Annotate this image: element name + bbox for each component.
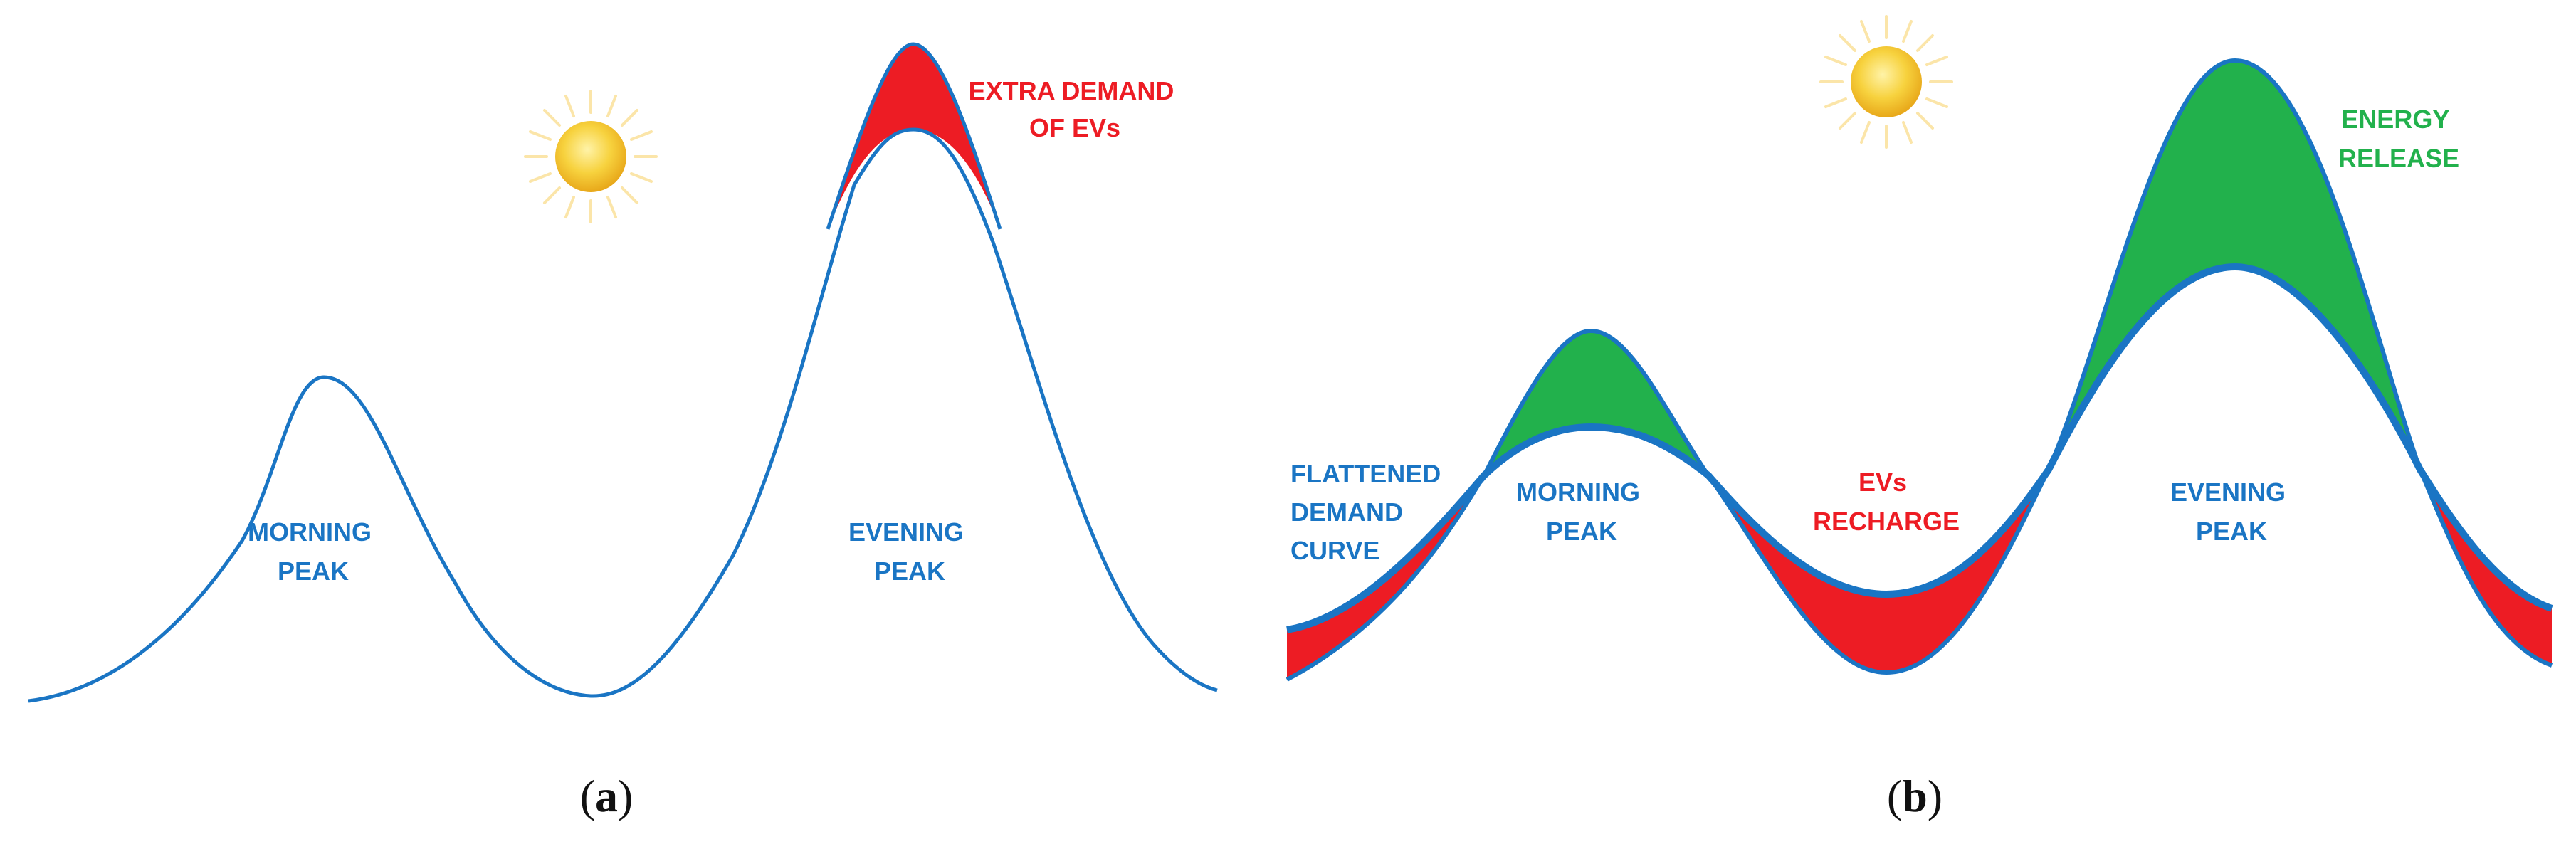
extra-demand-label: EXTRA DEMAND OF EVs: [969, 76, 1182, 142]
evening-peak-label-a: EVENING PEAK: [848, 517, 971, 586]
flattened-demand-curve: [1286, 263, 2553, 633]
morning-peak-label-b: MORNING PEAK: [1516, 478, 1647, 546]
sun-rays: [524, 90, 658, 223]
flattened-demand-label: FLATTENED DEMAND CURVE: [1290, 459, 1448, 565]
panel-b-caption: (b): [1887, 771, 1942, 821]
evs-recharge-label: EVs RECHARGE: [1813, 468, 1960, 536]
original-demand-curve-b: [1286, 58, 2553, 682]
evening-peak-label-b: EVENING PEAK: [2170, 478, 2293, 546]
sun-disc: [1851, 46, 1922, 117]
sun-icon: [1819, 15, 1953, 149]
panel-b: FLATTENED DEMAND CURVE MORNING PEAK EVs …: [1286, 15, 2553, 821]
extra-demand-area: [828, 44, 1000, 229]
recharge-area-night: [2420, 470, 2552, 665]
panel-a: MORNING PEAK EVENING PEAK EXTRA DEMAND O…: [28, 42, 1218, 821]
sun-icon: [524, 90, 658, 223]
demand-curve-a: [28, 127, 1218, 703]
energy-release-label: ENERGY RELEASE: [2338, 105, 2459, 173]
sun-disc: [555, 121, 626, 192]
sun-rays: [1819, 15, 1953, 149]
panel-a-caption: (a): [580, 771, 634, 821]
recharge-area-early: [1287, 475, 1484, 680]
demand-with-evs-curve-a: [826, 42, 1002, 230]
morning-peak-label-a: MORNING PEAK: [248, 517, 379, 586]
